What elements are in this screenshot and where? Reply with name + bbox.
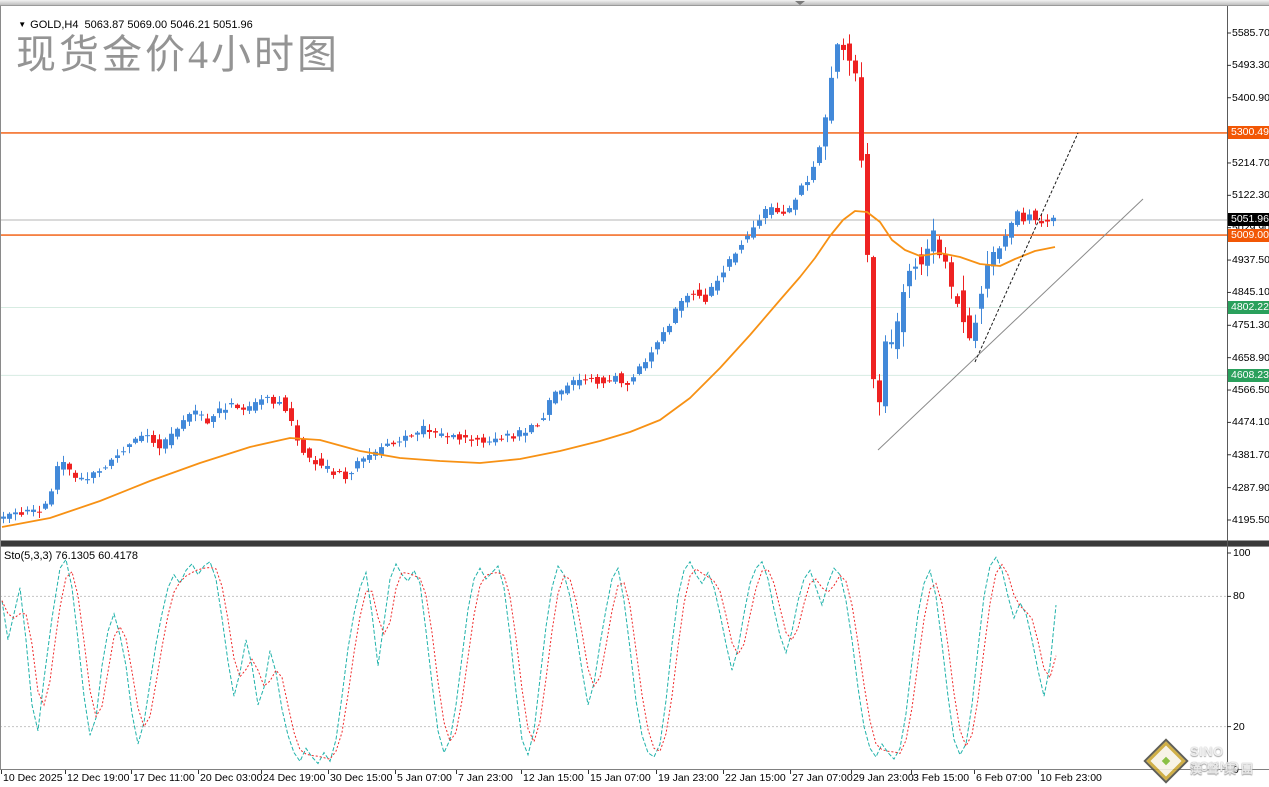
watermark-cjk-text: 漢聲集團 bbox=[1190, 762, 1259, 776]
time-axis-label: 12 Dec 19:00 bbox=[67, 772, 130, 784]
symbol-ohlc-text: GOLD,H4 5063.87 5069.00 5046.21 5051.96 bbox=[30, 19, 253, 31]
price-axis-label: 4751.30 bbox=[1232, 319, 1269, 332]
sto-axis-label: 20 bbox=[1233, 720, 1245, 733]
time-axis-label: 10 Dec 2025 bbox=[3, 772, 63, 784]
time-axis-label: 20 Dec 03:00 bbox=[200, 772, 263, 784]
stochastic-indicator-label: Sto(5,3,3) 76.1305 60.4178 bbox=[4, 550, 138, 562]
time-axis-label: 7 Jan 23:00 bbox=[458, 772, 513, 784]
watermark-brand-text: SINO SOUND bbox=[1190, 744, 1240, 774]
price-axis-label: 4566.50 bbox=[1232, 384, 1269, 397]
price-axis-label: 4287.90 bbox=[1232, 481, 1269, 494]
chart-title-overlay: 现货金价4小时图 bbox=[16, 32, 340, 77]
price-level-badge: 5300.49 bbox=[1228, 126, 1269, 140]
sto-axis-label: 0 bbox=[1233, 764, 1239, 776]
price-level-badge: 4802.22 bbox=[1228, 300, 1269, 314]
price-level-badge: 5009.00 bbox=[1228, 228, 1269, 242]
time-axis-label: 12 Jan 15:00 bbox=[523, 772, 584, 784]
price-axis-label: 4845.10 bbox=[1232, 286, 1269, 299]
time-axis-label: 27 Jan 07:00 bbox=[792, 772, 853, 784]
broker-watermark: SINO SOUND 漢聲集團 bbox=[1146, 738, 1269, 786]
price-axis-label: 5493.30 bbox=[1232, 59, 1269, 72]
price-axis-label: 4474.10 bbox=[1232, 416, 1269, 429]
time-axis-label: 10 Feb 23:00 bbox=[1040, 772, 1102, 784]
time-axis-label: 6 Feb 07:00 bbox=[976, 772, 1033, 784]
price-axis-label: 4937.50 bbox=[1232, 254, 1269, 267]
price-axis-label: 5400.90 bbox=[1232, 91, 1269, 104]
sto-axis-label: 100 bbox=[1233, 547, 1251, 559]
time-axis-label: 17 Dec 11:00 bbox=[133, 772, 195, 784]
price-axis-label: 5122.30 bbox=[1232, 189, 1269, 202]
time-axis-label: 22 Jan 15:00 bbox=[725, 772, 786, 784]
price-axis-label: 5585.70 bbox=[1232, 27, 1269, 39]
symbol-dropdown-icon[interactable]: ▼ bbox=[18, 20, 27, 29]
window-top-strip bbox=[0, 0, 1269, 6]
price-axis-label: 4658.90 bbox=[1232, 351, 1269, 364]
time-axis-label: 15 Jan 07:00 bbox=[590, 772, 651, 784]
time-axis-label: 19 Jan 23:00 bbox=[658, 772, 719, 784]
sto-axis-label: 80 bbox=[1233, 590, 1245, 603]
symbol-ohlc-line: ▼ GOLD,H4 5063.87 5069.00 5046.21 5051.96 bbox=[6, 7, 253, 43]
price-axis-label: 5214.70 bbox=[1232, 156, 1269, 169]
collapse-panel-icon[interactable] bbox=[795, 1, 805, 5]
price-level-badge: 5051.96 bbox=[1228, 213, 1269, 227]
price-axis-label: 4381.70 bbox=[1232, 448, 1269, 461]
time-axis-label: 3 Feb 15:00 bbox=[913, 772, 970, 784]
time-axis-label: 5 Jan 07:00 bbox=[397, 772, 452, 784]
time-axis-label: 24 Dec 19:00 bbox=[263, 772, 326, 784]
price-level-badge: 4608.23 bbox=[1228, 368, 1269, 382]
price-axis-label: 4195.50 bbox=[1232, 514, 1269, 526]
time-axis-label: 30 Dec 15:00 bbox=[330, 772, 393, 784]
sino-sound-logo-icon bbox=[1146, 741, 1186, 781]
time-axis-label: 29 Jan 23:00 bbox=[853, 772, 914, 784]
